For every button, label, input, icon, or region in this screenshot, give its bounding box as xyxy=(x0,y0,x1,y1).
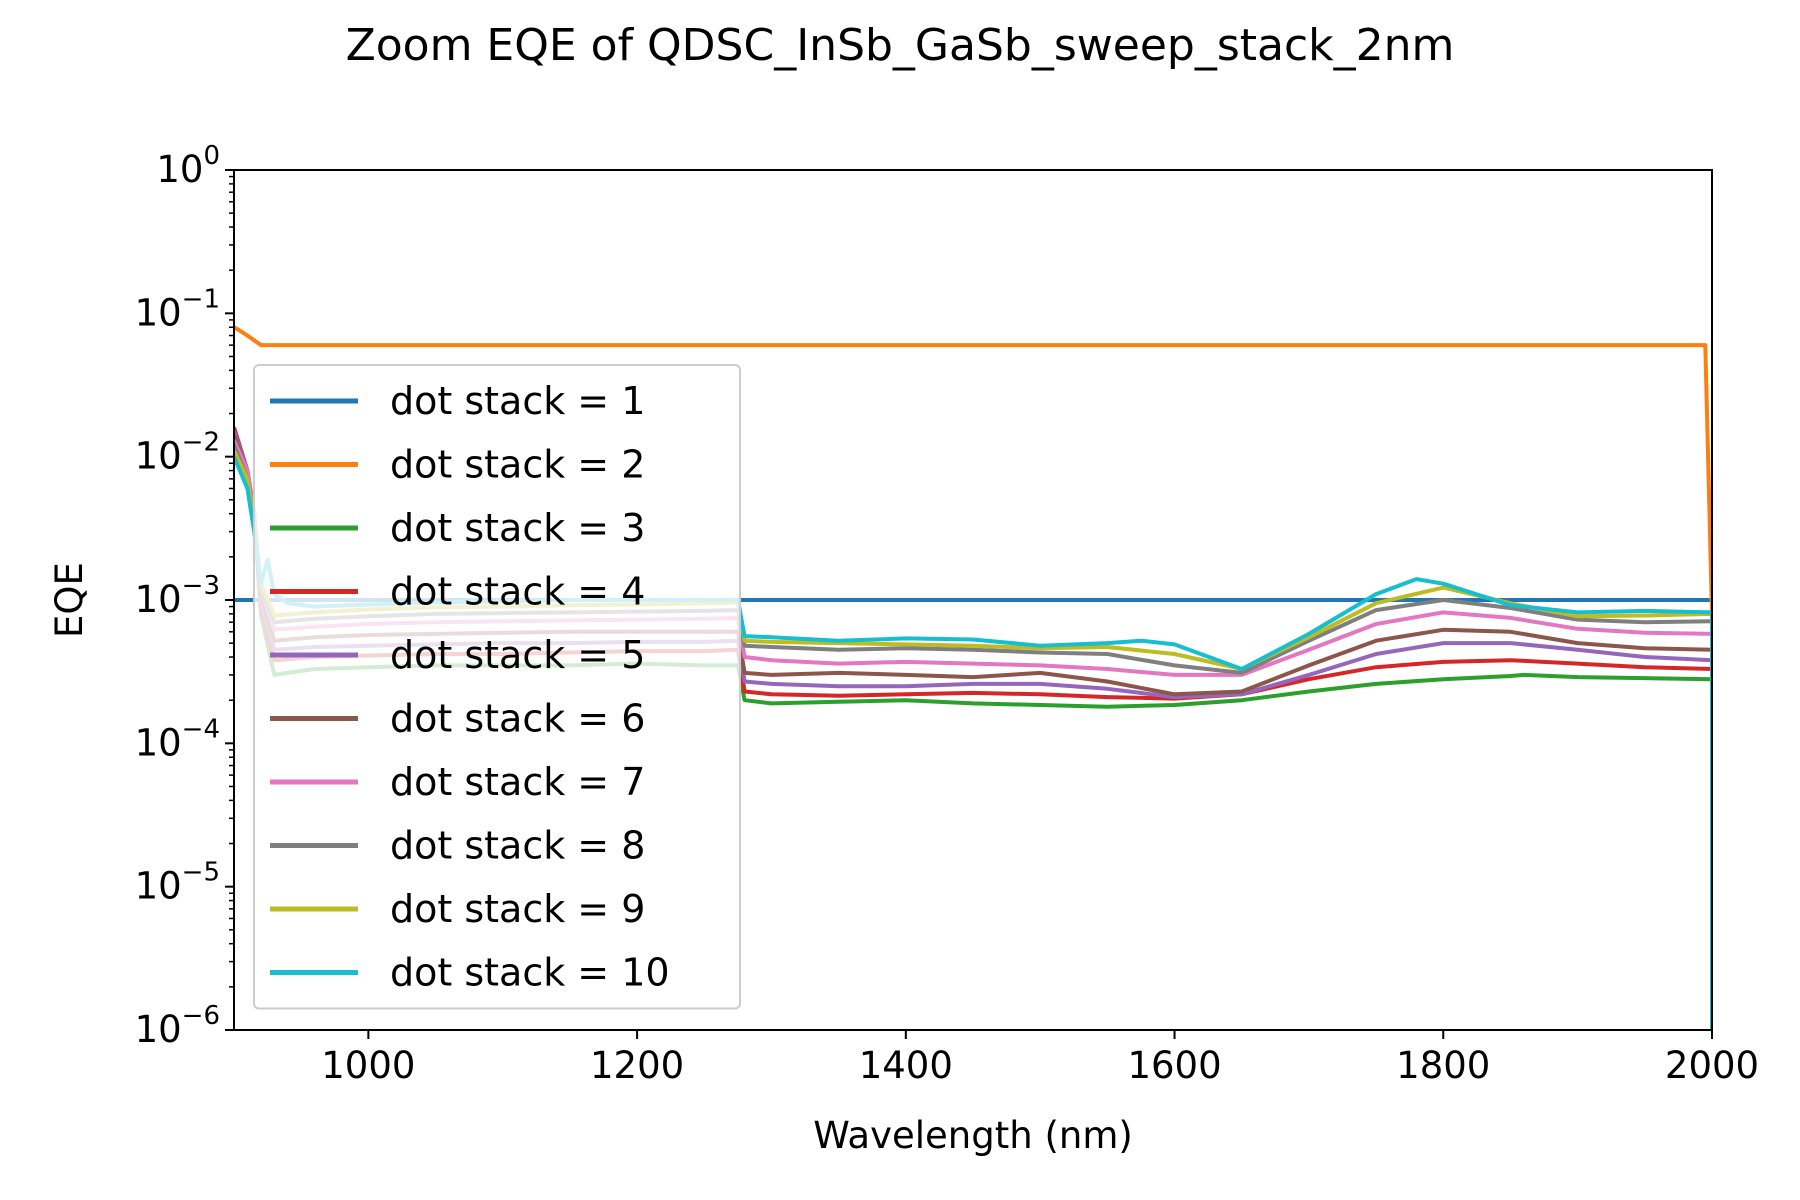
x-tick-label: 1800 xyxy=(1396,1044,1490,1087)
x-tick-label: 1400 xyxy=(859,1044,953,1087)
legend-label: dot stack = 7 xyxy=(390,760,645,804)
y-axis-ticks: 100 10−1 10−2 10−3 10−4 10−5 10−6 xyxy=(135,141,234,1051)
legend-label: dot stack = 2 xyxy=(390,443,645,487)
y-tick-label: 10−3 xyxy=(135,571,220,621)
y-tick-label: 10−1 xyxy=(135,284,220,334)
legend-box xyxy=(253,364,741,1010)
legend-label: dot stack = 8 xyxy=(390,824,645,868)
x-tick-label: 2000 xyxy=(1665,1044,1759,1087)
x-tick-label: 1600 xyxy=(1127,1044,1221,1087)
x-axis-label: Wavelength (nm) xyxy=(813,1114,1133,1157)
legend-label: dot stack = 3 xyxy=(390,506,645,550)
legend-label: dot stack = 5 xyxy=(390,633,645,677)
y-tick-label: 10−2 xyxy=(135,428,220,478)
x-axis-ticks: 1000 1200 1400 1600 1800 2000 xyxy=(321,1030,1759,1087)
series-line-2 xyxy=(234,325,1712,675)
y-tick-label: 100 xyxy=(156,141,220,191)
legend-label: dot stack = 4 xyxy=(390,570,645,614)
x-tick-label: 1200 xyxy=(590,1044,684,1087)
y-axis-label: EQE xyxy=(48,562,91,638)
x-tick-label: 1000 xyxy=(321,1044,415,1087)
legend-label: dot stack = 1 xyxy=(390,379,645,423)
legend: dot stack = 1 dot stack = 2 dot stack = 3 d… xyxy=(253,364,741,1010)
y-tick-label: 10−4 xyxy=(135,714,220,764)
legend-label: dot stack = 6 xyxy=(390,697,645,741)
legend-label: dot stack = 10 xyxy=(390,951,670,995)
y-tick-label: 10−5 xyxy=(135,858,220,908)
chart-title: Zoom EQE of QDSC_InSb_GaSb_sweep_stack_2… xyxy=(346,20,1455,71)
y-tick-label: 10−6 xyxy=(135,1001,220,1051)
legend-label: dot stack = 9 xyxy=(390,887,645,931)
